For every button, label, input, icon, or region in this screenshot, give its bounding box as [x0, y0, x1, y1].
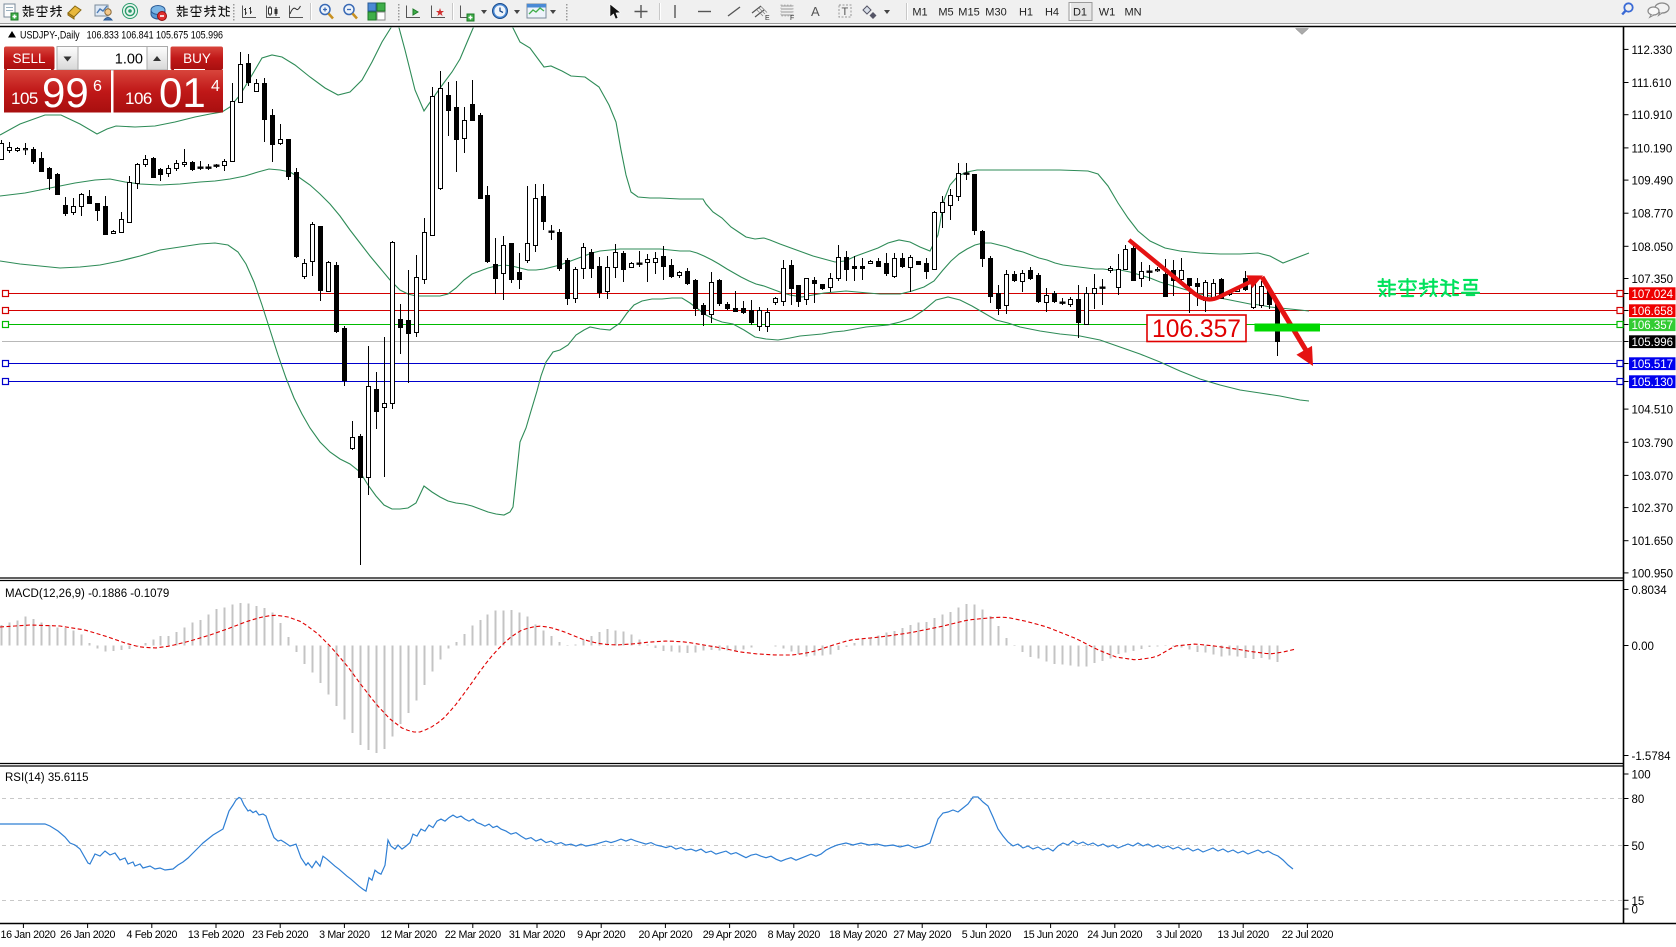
svg-text:101.650: 101.650: [1632, 536, 1674, 548]
svg-text:100.950: 100.950: [1632, 568, 1674, 580]
svg-text:H1: H1: [1019, 7, 1033, 19]
svg-text:111.610: 111.610: [1632, 78, 1672, 90]
svg-text:15: 15: [1632, 896, 1645, 908]
svg-text:105: 105: [11, 89, 38, 108]
svg-text:103.790: 103.790: [1632, 438, 1674, 450]
svg-text:0.00: 0.00: [1632, 641, 1654, 653]
svg-text:4 Feb 2020: 4 Feb 2020: [127, 929, 178, 941]
svg-text:31 Mar 2020: 31 Mar 2020: [509, 929, 566, 941]
svg-text:9 Apr 2020: 9 Apr 2020: [577, 929, 626, 941]
svg-text:80: 80: [1632, 794, 1645, 806]
svg-text:50: 50: [1632, 841, 1645, 853]
svg-text:106.658: 106.658: [1632, 306, 1674, 318]
svg-text:29 Apr 2020: 29 Apr 2020: [703, 929, 757, 941]
svg-text:3 Mar 2020: 3 Mar 2020: [319, 929, 370, 941]
svg-text:8 May 2020: 8 May 2020: [768, 929, 821, 941]
svg-text:107.024: 107.024: [1632, 289, 1674, 301]
svg-text:SELL: SELL: [12, 51, 46, 66]
svg-text:103.070: 103.070: [1632, 471, 1674, 483]
svg-text:T: T: [842, 6, 849, 18]
svg-text:110.910: 110.910: [1632, 110, 1673, 122]
svg-text:109.490: 109.490: [1632, 176, 1674, 188]
svg-text:18 May 2020: 18 May 2020: [829, 929, 887, 941]
svg-text:26 Jan 2020: 26 Jan 2020: [60, 929, 115, 941]
svg-text:12 Mar 2020: 12 Mar 2020: [381, 929, 438, 941]
svg-text:22 Mar 2020: 22 Mar 2020: [445, 929, 502, 941]
svg-text:16 Jan 2020: 16 Jan 2020: [1, 929, 56, 941]
svg-text:0.8034: 0.8034: [1632, 585, 1668, 597]
svg-text:13 Feb 2020: 13 Feb 2020: [188, 929, 245, 941]
svg-text:3 Jul 2020: 3 Jul 2020: [1156, 929, 1202, 941]
svg-text:5 Jun 2020: 5 Jun 2020: [962, 929, 1012, 941]
svg-text:MN: MN: [1124, 7, 1141, 19]
svg-text:108.770: 108.770: [1632, 209, 1674, 221]
svg-text:24 Jun 2020: 24 Jun 2020: [1087, 929, 1142, 941]
svg-text:22 Jul 2020: 22 Jul 2020: [1282, 929, 1334, 941]
svg-text:99: 99: [42, 69, 89, 116]
svg-text:W1: W1: [1099, 7, 1116, 19]
svg-text:RSI(14) 35.6115: RSI(14) 35.6115: [5, 772, 89, 784]
svg-text:F: F: [790, 15, 794, 22]
svg-text:20 Apr 2020: 20 Apr 2020: [639, 929, 693, 941]
svg-text:110.190: 110.190: [1632, 143, 1673, 155]
svg-text:M15: M15: [958, 7, 979, 19]
svg-text:106: 106: [125, 89, 152, 108]
svg-text:1.00: 1.00: [115, 52, 143, 68]
svg-text:6: 6: [93, 78, 102, 95]
svg-text:-1.5784: -1.5784: [1632, 751, 1672, 763]
svg-text:4: 4: [211, 78, 220, 95]
svg-text:01: 01: [159, 69, 206, 116]
svg-text:0: 0: [1632, 905, 1638, 917]
svg-text:BUY: BUY: [183, 51, 211, 66]
svg-text:A: A: [811, 4, 820, 19]
svg-text:107.350: 107.350: [1632, 274, 1674, 286]
svg-text:M1: M1: [912, 7, 927, 19]
svg-text:27 May 2020: 27 May 2020: [893, 929, 951, 941]
svg-text:15 Jun 2020: 15 Jun 2020: [1023, 929, 1078, 941]
svg-text:112.330: 112.330: [1632, 45, 1673, 57]
svg-text:23 Feb 2020: 23 Feb 2020: [252, 929, 309, 941]
svg-text:D1: D1: [1073, 7, 1087, 19]
svg-text:100: 100: [1632, 770, 1651, 782]
svg-text:13 Jul 2020: 13 Jul 2020: [1217, 929, 1269, 941]
svg-text:105.517: 105.517: [1632, 359, 1674, 371]
svg-text:105.130: 105.130: [1632, 377, 1674, 389]
svg-text:104.510: 104.510: [1632, 405, 1674, 417]
svg-text:108.050: 108.050: [1632, 242, 1674, 254]
svg-text:MACD(12,26,9) -0.1886 -0.1079: MACD(12,26,9) -0.1886 -0.1079: [5, 588, 169, 600]
svg-text:105.996: 105.996: [1632, 337, 1674, 349]
svg-text:E: E: [765, 15, 770, 22]
svg-text:M5: M5: [938, 7, 953, 19]
svg-text:H4: H4: [1045, 7, 1059, 19]
svg-text:M30: M30: [985, 7, 1006, 19]
svg-text:106.357: 106.357: [1632, 320, 1674, 332]
svg-text:102.370: 102.370: [1632, 503, 1674, 515]
svg-text:USDJPY-,Daily 106.833 106.841: USDJPY-,Daily 106.833 106.841 105.675 10…: [20, 30, 223, 42]
svg-text:106.357: 106.357: [1152, 315, 1241, 343]
